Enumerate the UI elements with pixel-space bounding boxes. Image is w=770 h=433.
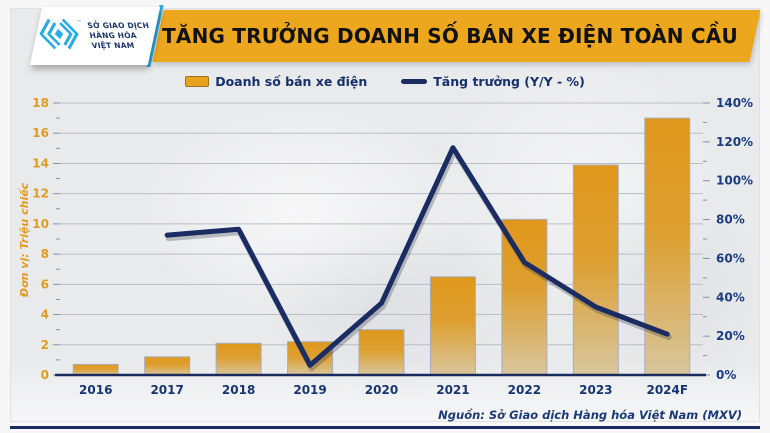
svg-text:20%: 20% [716,329,745,343]
bar-series [72,117,691,376]
legend-item-bars: Doanh số bán xe điện [185,74,367,89]
svg-text:2021: 2021 [436,383,469,397]
svg-text:14: 14 [32,156,49,170]
svg-text:16: 16 [32,126,49,140]
svg-text:6: 6 [41,277,49,291]
bar-2018 [215,342,262,376]
growth-line [164,145,670,368]
svg-text:12: 12 [32,187,49,201]
bar-2020 [358,329,405,376]
line-swatch-icon [401,79,428,84]
source-note: Nguồn: Sở Giao dịch Hàng hóa Việt Nam (M… [438,408,742,422]
svg-text:140%: 140% [716,96,753,110]
svg-text:2017: 2017 [150,383,183,397]
left-axis-labels: 0 2 4 6 8 10 12 14 16 18 [32,96,49,382]
svg-text:2016: 2016 [79,383,112,397]
svg-text:100%: 100% [716,174,753,188]
left-axis-unit-label: Đơn vị: Triệu chiếc [18,182,31,298]
bottom-divider [10,426,760,429]
svg-text:™: ™ [76,20,82,26]
bar-2016 [72,363,119,376]
chart-legend: Doanh số bán xe điện Tăng trưởng (Y/Y - … [0,74,770,89]
mxv-logo-content: ™ SỞ GIAO DỊCH HÀNG HÓA VIỆT NAM [36,7,154,65]
svg-text:2019: 2019 [293,383,326,397]
bar-swatch-icon [185,76,210,87]
svg-text:0: 0 [41,368,49,382]
axis-ticks [53,102,710,376]
bar-2017 [144,356,191,376]
legend-item-line: Tăng trưởng (Y/Y - %) [401,74,585,89]
svg-text:2024F: 2024F [646,383,688,397]
svg-text:4: 4 [41,308,49,322]
mxv-diamond-logo-icon: ™ [35,17,89,55]
right-axis-labels: 0% 20% 40% 60% 80% 100% 120% 140% [716,96,753,382]
svg-text:2023: 2023 [579,383,612,397]
svg-text:80%: 80% [716,213,745,227]
svg-text:2020: 2020 [365,383,398,397]
legend-line-label: Tăng trưởng (Y/Y - %) [433,74,585,89]
bar-2019 [287,341,334,376]
svg-text:18: 18 [32,96,49,110]
svg-text:60%: 60% [716,251,745,265]
svg-text:2: 2 [41,338,49,352]
svg-text:8: 8 [41,247,49,261]
x-axis-labels: 2016 2017 2018 2019 2020 2021 2022 2023 2024F [79,383,688,397]
bar-2021 [429,276,476,376]
bar-2023 [572,164,619,376]
bar-2022 [501,218,548,376]
svg-text:10: 10 [32,217,49,231]
legend-bars-label: Doanh số bán xe điện [215,74,368,89]
svg-text:2022: 2022 [508,383,541,397]
svg-text:40%: 40% [716,290,745,304]
svg-text:0%: 0% [716,368,736,382]
page-title: TĂNG TRƯỞNG DOANH SỐ BÁN XE ĐIỆN TOÀN CẦ… [162,24,738,48]
svg-text:2018: 2018 [222,383,255,397]
svg-text:120%: 120% [716,135,753,149]
